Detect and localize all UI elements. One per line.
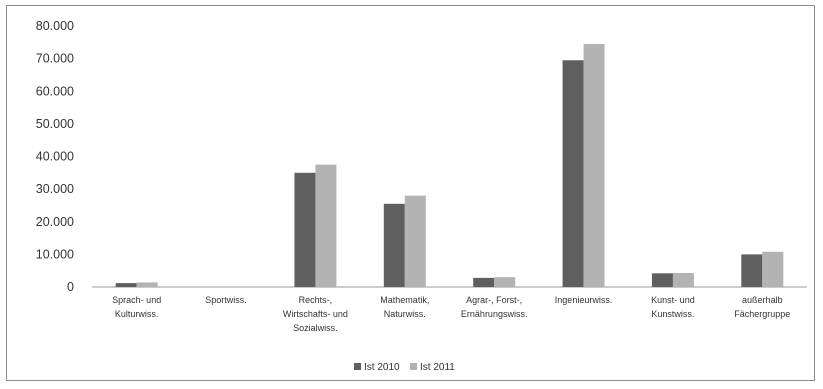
x-tick-label: Kunstwiss. xyxy=(651,309,694,319)
bar xyxy=(494,277,516,287)
x-tick-label: Ernährungswiss. xyxy=(461,309,528,319)
legend-swatch xyxy=(410,363,417,370)
y-tick-label: 10.000 xyxy=(36,247,74,261)
x-tick-label: Wirtschafts- und xyxy=(283,309,348,319)
legend-label: Ist 2011 xyxy=(420,362,455,373)
y-tick-label: 30.000 xyxy=(36,182,74,196)
x-tick-label: Naturwiss. xyxy=(384,309,426,319)
bar-chart: 0 10.000 20.000 30.000 40.000 50.000 60.000 70.… xyxy=(36,19,807,373)
legend-swatch xyxy=(354,363,361,370)
bar xyxy=(115,283,137,287)
x-tick-label: Mathematik, xyxy=(380,295,429,305)
bar xyxy=(294,172,316,287)
x-tick-label: Fächergruppe xyxy=(734,309,790,319)
x-tick-label: Sportwiss. xyxy=(205,295,247,305)
x-tick-label: Kunst- und xyxy=(651,295,695,305)
bar xyxy=(672,272,694,287)
x-tick-label: außerhalb xyxy=(742,295,783,305)
x-axis-labels: Sprach- und Kulturwiss. Sportwiss. Rechts-,… xyxy=(112,295,790,333)
legend: Ist 2010 Ist 2011 xyxy=(354,362,455,373)
x-tick-label: Ingenieurwiss. xyxy=(555,295,613,305)
bar xyxy=(583,43,605,287)
bar xyxy=(762,251,784,287)
legend-label: Ist 2010 xyxy=(364,362,400,373)
y-axis-ticks: 0 10.000 20.000 30.000 40.000 50.000 60.000 70.… xyxy=(36,19,74,294)
bar xyxy=(136,282,158,287)
y-tick-label: 20.000 xyxy=(36,215,74,229)
x-tick-label: Sozialwiss. xyxy=(293,323,338,333)
bar xyxy=(315,164,337,287)
bar xyxy=(651,273,673,287)
x-tick-label: Agrar-, Forst-, xyxy=(466,295,522,305)
bar xyxy=(473,277,495,287)
x-tick-label: Kulturwiss. xyxy=(115,309,159,319)
bar xyxy=(383,203,405,287)
chart-frame: 0 10.000 20.000 30.000 40.000 50.000 60.000 70.… xyxy=(6,5,815,381)
y-tick-label: 50.000 xyxy=(36,117,74,131)
bar xyxy=(562,60,584,287)
y-tick-label: 80.000 xyxy=(36,19,74,33)
x-tick-label: Rechts-, xyxy=(299,295,333,305)
bar xyxy=(741,254,763,287)
y-tick-label: 70.000 xyxy=(36,52,74,66)
y-tick-label: 40.000 xyxy=(36,150,74,164)
y-tick-label: 60.000 xyxy=(36,84,74,98)
x-tick-label: Sprach- und xyxy=(112,295,161,305)
bar xyxy=(404,195,426,287)
y-tick-label: 0 xyxy=(67,280,74,294)
bars xyxy=(115,43,784,287)
